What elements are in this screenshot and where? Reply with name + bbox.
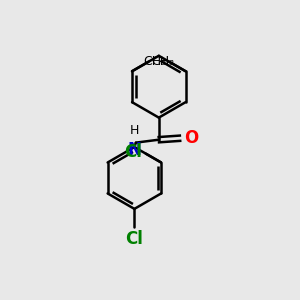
Text: Cl: Cl	[125, 230, 143, 248]
Text: CH₃: CH₃	[144, 55, 167, 68]
Text: N: N	[128, 141, 141, 159]
Text: Cl: Cl	[124, 143, 142, 161]
Text: CH₃: CH₃	[151, 55, 174, 68]
Text: H: H	[130, 124, 139, 137]
Text: O: O	[184, 129, 198, 147]
